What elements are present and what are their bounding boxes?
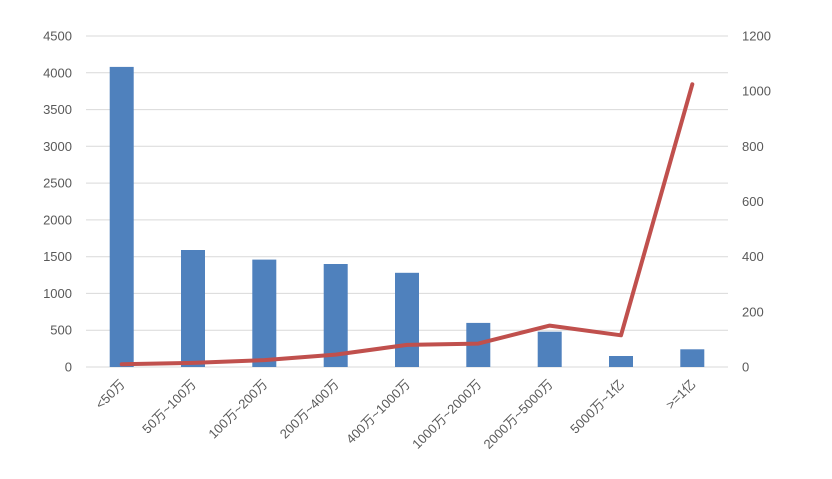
left-axis-tick-label: 3500 xyxy=(43,102,72,117)
left-axis-tick-label: 3000 xyxy=(43,139,72,154)
bar xyxy=(109,66,134,368)
bar xyxy=(181,250,205,367)
bar xyxy=(323,264,348,367)
left-axis-tick-label: 500 xyxy=(50,323,72,338)
right-axis-tick-label: 1200 xyxy=(742,29,771,44)
bar xyxy=(609,356,633,367)
left-axis-tick-label: 2500 xyxy=(43,176,72,191)
right-axis-tick-label: 600 xyxy=(742,194,764,209)
bar xyxy=(252,259,277,367)
left-axis-tick-label: 4500 xyxy=(43,29,72,44)
left-axis-tick-label: 4000 xyxy=(43,65,72,80)
right-axis-tick-label: 200 xyxy=(742,304,764,319)
bar xyxy=(537,331,562,367)
left-axis-tick-label: 2000 xyxy=(43,212,72,227)
right-axis-tick-label: 400 xyxy=(742,249,764,264)
bar xyxy=(680,349,705,367)
line-series xyxy=(119,82,695,367)
left-axis-tick-label: 1000 xyxy=(43,286,72,301)
left-axis-tick-label: 0 xyxy=(65,360,72,375)
left-axis-tick-label: 1500 xyxy=(43,249,72,264)
right-axis-tick-label: 0 xyxy=(742,360,749,375)
right-axis-tick-label: 1000 xyxy=(742,84,771,99)
right-axis-tick-label: 800 xyxy=(742,139,764,154)
bar xyxy=(395,272,419,367)
